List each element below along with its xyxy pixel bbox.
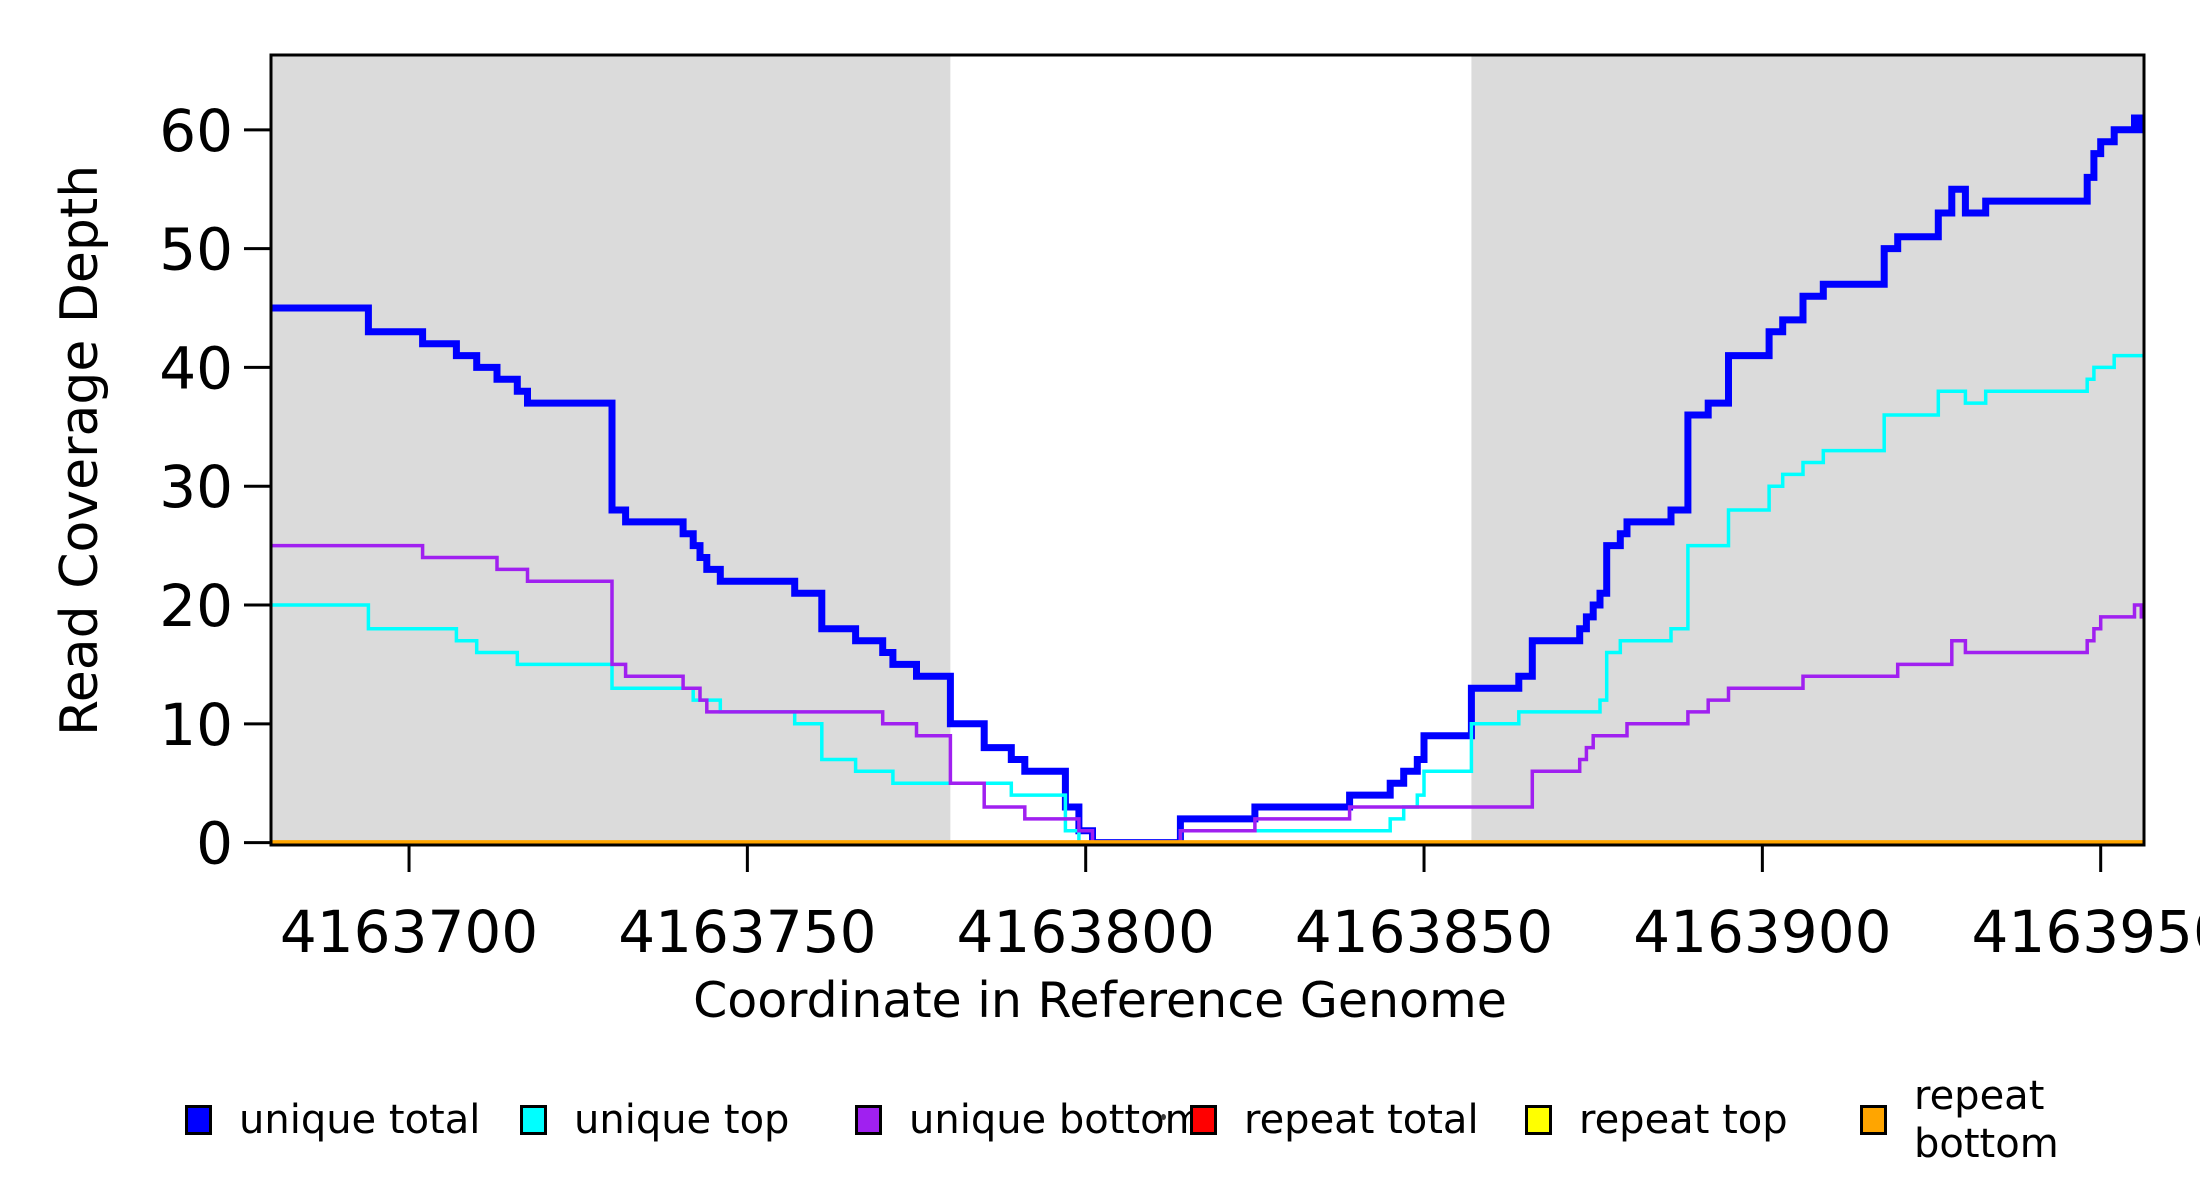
legend-label: unique top — [574, 1097, 790, 1143]
y-tick-label: 50 — [159, 216, 233, 284]
legend-item-repeat-bottom: repeat bottom — [1860, 1073, 2200, 1167]
x-tick-label: 4163800 — [957, 898, 1215, 966]
legend-item-unique-total: unique total — [185, 1096, 480, 1144]
step-line-unique-bottom — [271, 543, 2144, 845]
y-tick-label: 10 — [159, 691, 233, 759]
axis-ticks — [244, 128, 2103, 872]
y-tick-label: 40 — [159, 334, 233, 402]
legend-item-unique-top: unique top — [520, 1096, 789, 1144]
legend-swatch — [1525, 1105, 1552, 1135]
y-tick-label: 60 — [159, 97, 233, 165]
legend-label: repeat bottom — [1914, 1073, 2059, 1167]
legend-label: repeat top — [1579, 1097, 1788, 1143]
legend-item-repeat-total: repeat total — [1190, 1096, 1479, 1144]
shaded-region — [1471, 55, 2144, 845]
y-tick-label: 0 — [196, 810, 233, 878]
legend-item-repeat-top: repeat top — [1525, 1096, 1788, 1144]
legend-item-unique-bottom: unique bottom — [855, 1096, 1204, 1144]
y-axis-title: Read Coverage Depth — [50, 164, 110, 736]
legend-swatch — [855, 1105, 882, 1135]
legend-swatch — [1860, 1105, 1887, 1135]
step-line-unique-top — [271, 353, 2144, 845]
legend-dot-artifact — [1161, 1114, 1166, 1120]
legend-swatch — [1190, 1105, 1217, 1135]
legend: unique total unique top unique bottom re… — [0, 1073, 2200, 1167]
x-tick-label: 4163900 — [1633, 898, 1891, 966]
y-tick-label: 30 — [159, 453, 233, 521]
x-tick-label: 4163750 — [618, 898, 876, 966]
legend-label: unique bottom — [909, 1097, 1204, 1143]
legend-label: unique total — [239, 1097, 481, 1143]
x-tick-label: 4163850 — [1295, 898, 1553, 966]
axis-tick-labels: 4163700 4163750 4163800 4163850 4163900 41639… — [159, 97, 2200, 966]
y-tick-label: 20 — [159, 572, 233, 640]
series-lines — [271, 114, 2144, 845]
step-line-unique-total — [271, 114, 2144, 845]
plot-border — [269, 53, 2146, 847]
legend-label: repeat total — [1244, 1097, 1479, 1143]
x-tick-label: 4163700 — [280, 898, 538, 966]
legend-swatch — [520, 1105, 547, 1135]
x-axis-title: Coordinate in Reference Genome — [693, 972, 1507, 1029]
legend-swatch — [185, 1105, 212, 1135]
